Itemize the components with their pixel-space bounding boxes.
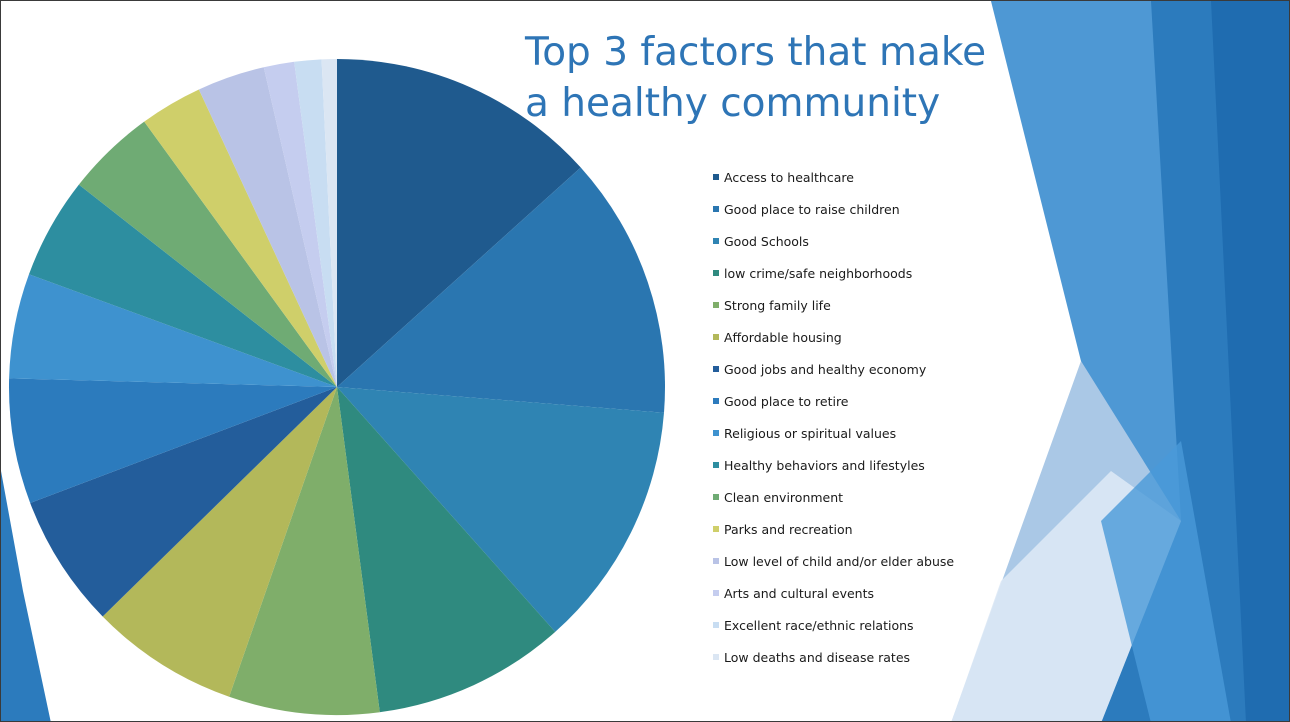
legend-item: Clean environment (713, 481, 954, 513)
legend-swatch (713, 494, 719, 500)
legend-swatch (713, 558, 719, 564)
legend-swatch (713, 334, 719, 340)
bg-shape-mid (991, 1, 1181, 521)
legend-item: Strong family life (713, 289, 954, 321)
pie-slice (78, 121, 337, 387)
legend-label: Arts and cultural events (724, 585, 875, 601)
legend-label: Affordable housing (724, 329, 842, 345)
pie-slice (198, 67, 337, 387)
legend-item: Parks and recreation (713, 513, 954, 545)
legend-item: Good Schools (713, 225, 954, 257)
legend-swatch (713, 654, 719, 660)
legend-swatch (713, 526, 719, 532)
chart-title: Top 3 factors that make a healthy commun… (525, 27, 1005, 129)
pie-chart (8, 58, 666, 715)
pie-slice (28, 184, 337, 387)
legend-label: Strong family life (724, 297, 831, 313)
legend-item: Good place to raise children (713, 193, 954, 225)
legend-swatch (713, 430, 719, 436)
legend-swatch (713, 398, 719, 404)
legend-item: Affordable housing (713, 321, 954, 353)
pie-slice (337, 167, 666, 413)
legend-label: Low level of child and/or elder abuse (724, 553, 955, 569)
legend-item: Healthy behaviors and lifestyles (713, 449, 954, 481)
legend-item: Arts and cultural events (713, 577, 954, 609)
pie-slice (294, 59, 337, 388)
legend-item: Low level of child and/or elder abuse (713, 545, 954, 577)
legend-item: Access to healthcare (713, 161, 954, 193)
legend-label: Healthy behaviors and lifestyles (724, 457, 925, 473)
legend-swatch (713, 238, 719, 244)
legend-label: Good place to retire (724, 393, 849, 409)
title-line-2: a healthy community (525, 81, 941, 126)
title-line-1: Top 3 factors that make (525, 30, 987, 75)
legend-label: low crime/safe neighborhoods (724, 265, 913, 281)
legend-label: Good place to raise children (724, 201, 900, 217)
legend-swatch (713, 590, 719, 596)
pie-slice (102, 387, 338, 697)
pie-slice (337, 387, 556, 713)
legend-swatch (713, 206, 719, 212)
legend-swatch (713, 622, 719, 628)
legend-label: Good jobs and healthy economy (724, 361, 927, 377)
legend-swatch (713, 174, 719, 180)
legend-item: low crime/safe neighborhoods (713, 257, 954, 289)
pie-slice (9, 274, 338, 387)
legend-label: Religious or spiritual values (724, 425, 897, 441)
pie-slice (144, 89, 337, 388)
pie-slice (263, 61, 337, 388)
legend-item: Low deaths and disease rates (713, 641, 954, 673)
legend-item: Excellent race/ethnic relations (713, 609, 954, 641)
legend-label: Good Schools (724, 233, 809, 249)
legend-swatch (713, 366, 719, 372)
pie-slice (8, 378, 337, 503)
legend-label: Low deaths and disease rates (724, 649, 911, 665)
legend-swatch (713, 302, 719, 308)
legend-label: Parks and recreation (724, 521, 853, 537)
bg-shape-accent (1101, 441, 1231, 721)
legend-label: Clean environment (724, 489, 844, 505)
chart-legend: Access to healthcare Good place to raise … (713, 161, 954, 673)
pie-slice (321, 58, 337, 387)
legend-label: Access to healthcare (724, 169, 854, 185)
pie-slice (229, 387, 380, 715)
legend-label: Excellent race/ethnic relations (724, 617, 914, 633)
legend-item: Religious or spiritual values (713, 417, 954, 449)
legend-swatch (713, 270, 719, 276)
pie-slice (337, 387, 664, 632)
bg-shape-deep (1211, 1, 1289, 721)
legend-item: Good place to retire (713, 385, 954, 417)
pie-slice (337, 59, 581, 387)
pie-slice (30, 387, 337, 617)
legend-swatch (713, 462, 719, 468)
legend-item: Good jobs and healthy economy (713, 353, 954, 385)
bg-left-sliver (1, 471, 51, 721)
